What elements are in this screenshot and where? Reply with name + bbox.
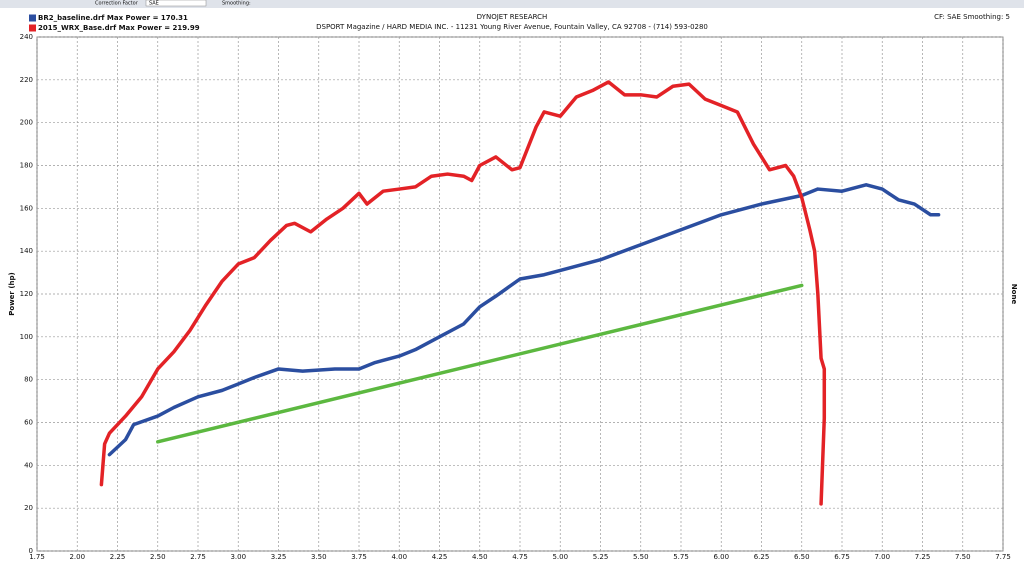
x-tick-label: 2.25 [110, 553, 126, 561]
x-tick-label: 6.25 [754, 553, 770, 561]
y-tick-label: 80 [24, 376, 33, 384]
x-tick-label: 5.75 [673, 553, 689, 561]
x-tick-label: 7.25 [915, 553, 931, 561]
chart-title: DYNOJET RESEARCH [477, 13, 548, 21]
x-tick-label: 5.50 [633, 553, 649, 561]
x-tick-label: 3.75 [351, 553, 367, 561]
x-tick-label: 7.50 [955, 553, 971, 561]
toolbar [0, 0, 1024, 8]
y-tick-label: 120 [20, 290, 33, 298]
y-tick-label: 200 [20, 119, 33, 127]
x-tick-label: 3.25 [271, 553, 287, 561]
x-tick-label: 4.50 [472, 553, 488, 561]
x-tick-label: 6.00 [713, 553, 729, 561]
x-tick-label: 2.00 [69, 553, 85, 561]
x-tick-label: 2.75 [190, 553, 206, 561]
x-tick-label: 5.25 [593, 553, 609, 561]
y-tick-label: 160 [20, 204, 33, 212]
series-line [99, 80, 827, 506]
x-tick-label: 2.50 [150, 553, 166, 561]
x-tick-label: 7.00 [874, 553, 890, 561]
y-tick-label: 60 [24, 419, 33, 427]
y-tick-label: 140 [20, 247, 33, 255]
x-tick-label: 4.00 [391, 553, 407, 561]
y-tick-label: 240 [20, 33, 33, 41]
toolbar-value: SAE [149, 1, 159, 7]
legend-label: BR2_baseline.drf Max Power = 170.31 [38, 14, 188, 22]
x-tick-label: 6.50 [794, 553, 810, 561]
x-tick-label: 3.50 [311, 553, 327, 561]
x-tick-label: 4.75 [512, 553, 528, 561]
x-tick-label: 1.75 [29, 553, 45, 561]
toolbar-dropdown[interactable] [145, 0, 207, 7]
x-tick-label: 4.25 [432, 553, 448, 561]
y-tick-label: 180 [20, 162, 33, 170]
series-line [156, 283, 804, 444]
chart-subtitle: DSPORT Magazine / HARD MEDIA INC. - 1123… [316, 23, 708, 31]
y-tick-label: 0 [29, 547, 33, 555]
y-tick-label: 100 [20, 333, 33, 341]
toolbar-label: Correction Factor [95, 1, 139, 7]
y-tick-label: 40 [24, 461, 33, 469]
y-axis-label: Power (hp) [8, 272, 16, 315]
legend-swatch [29, 14, 36, 22]
toolbar-label: Smoothing: [222, 1, 251, 7]
x-tick-label: 3.00 [230, 553, 246, 561]
legend-swatch [29, 24, 36, 32]
x-tick-label: 5.00 [552, 553, 568, 561]
annotation: CF: SAE Smoothing: 5 [934, 13, 1010, 21]
y2-axis-label: None [1010, 284, 1018, 305]
x-tick-label: 6.75 [834, 553, 850, 561]
x-tick-label: 7.75 [995, 553, 1011, 561]
y-tick-label: 220 [20, 76, 33, 84]
series-line [107, 183, 941, 457]
y-tick-label: 20 [24, 504, 33, 512]
legend-label: 2015_WRX_Base.drf Max Power = 219.99 [38, 24, 200, 32]
